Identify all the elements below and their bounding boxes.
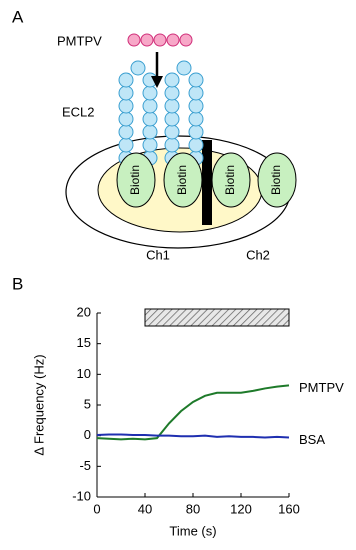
- x-tick-label: 40: [138, 501, 152, 516]
- loop-bead: [118, 137, 134, 153]
- biotin-label: Biotin: [128, 165, 142, 195]
- biotin-label: Biotin: [269, 165, 283, 195]
- y-tick-label: 20: [77, 304, 91, 319]
- ligand-bead: [127, 33, 141, 47]
- loop-bead: [188, 124, 204, 140]
- loop-bead: [130, 60, 146, 76]
- loop-bead: [188, 111, 204, 127]
- loop-bead: [118, 124, 134, 140]
- shaded-interval: [144, 308, 290, 327]
- series-line: [96, 384, 290, 441]
- panel-label: B: [12, 274, 23, 293]
- y-tick-label: 10: [77, 366, 91, 381]
- x-axis-label: Time (s): [169, 523, 216, 538]
- x-tick-label: 0: [93, 501, 100, 516]
- series-line: [96, 433, 290, 439]
- channel-label: Ch2: [246, 247, 270, 262]
- loop-bead: [164, 137, 180, 153]
- loop-bead: [142, 137, 158, 153]
- loop-bead: [188, 85, 204, 101]
- y-tick-label: 15: [77, 335, 91, 350]
- biotin-label: Biotin: [175, 165, 189, 195]
- ligand-label: PMTPV: [57, 33, 102, 48]
- biotin-spot: [257, 152, 297, 208]
- loop-bead: [118, 111, 134, 127]
- y-tick-label: 0: [84, 427, 91, 442]
- ligand-bead: [179, 33, 193, 47]
- loop-bead: [118, 98, 134, 114]
- loop-bead: [142, 124, 158, 140]
- x-tick-label: 120: [230, 501, 252, 516]
- biotin-label: Biotin: [223, 165, 237, 195]
- series-label: PMTPV: [299, 380, 344, 395]
- loop-bead: [164, 111, 180, 127]
- biotin-spot: [211, 152, 251, 208]
- loop-bead: [118, 72, 134, 88]
- loop-bead: [164, 124, 180, 140]
- loop-bead: [188, 98, 204, 114]
- ligand-bead: [153, 33, 167, 47]
- loop-bead: [164, 98, 180, 114]
- loop-bead: [176, 60, 192, 76]
- biotin-spot: [116, 152, 156, 208]
- channel-label: Ch1: [146, 247, 170, 262]
- loop-bead: [142, 98, 158, 114]
- loop-bead: [164, 72, 180, 88]
- loop-bead: [188, 72, 204, 88]
- biotin-spots: Biotin Biotin Biotin Biotin: [116, 152, 297, 208]
- loop-bead: [188, 137, 204, 153]
- ligand-bead: [166, 33, 180, 47]
- x-tick-label: 80: [186, 501, 200, 516]
- chart: -10 -5 0 5 10 15 20 0 40 80 120 160 Time (s) Δ Freque…: [31, 304, 344, 538]
- loop-bead: [118, 85, 134, 101]
- loop-bead: [142, 85, 158, 101]
- y-tick-label: 5: [84, 396, 91, 411]
- loop-bead: [142, 111, 158, 127]
- ligand-bead: [140, 33, 154, 47]
- y-axis-label: Δ Frequency (Hz): [31, 354, 46, 455]
- x-tick-label: 160: [278, 501, 300, 516]
- y-tick-label: -5: [79, 458, 91, 473]
- biotin-spot: [163, 152, 203, 208]
- ecl2-beads: [118, 60, 204, 166]
- arrow-head: [151, 76, 163, 88]
- loop-bead: [164, 85, 180, 101]
- series-label: BSA: [299, 432, 325, 447]
- panel-label: A: [12, 7, 24, 26]
- loop-label: ECL2: [62, 104, 95, 119]
- y-tick-label: -10: [72, 488, 91, 503]
- divider: [202, 140, 212, 225]
